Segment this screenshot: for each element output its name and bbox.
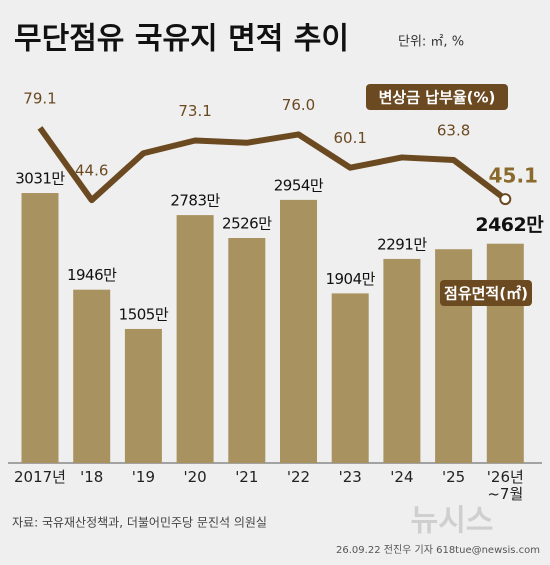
bar-value-label: 1505만 [119,305,169,323]
bar [280,199,317,463]
bar [486,243,524,463]
bar [73,289,111,463]
legend-label: 변상금 납부율(%) [379,89,496,107]
source: 자료: 국유재산정책과, 더불어민주당 문진석 의원실 [12,515,267,530]
bar-value-label: 2526만 [222,215,272,233]
bar-value-label: 2291만 [377,235,427,253]
x-tick-label: '22 [286,468,311,486]
bar [331,293,369,463]
legend-bar [440,280,532,306]
line-value-label: 63.8 [437,121,470,139]
x-tick-label: '25 [441,468,466,486]
line-value-label: 45.1 [489,164,538,188]
bar [383,258,421,463]
legend-label: 점유면적(㎡) [444,285,528,303]
bar-value-label: 2954만 [274,176,324,194]
legend-box [440,280,532,306]
bar [21,193,59,463]
x-tick-label: '18 [80,468,104,486]
bar-value-label: 1946만 [67,266,117,284]
bar [124,328,162,463]
unit-note: 단위: ㎡, % [398,35,464,50]
x-tick-label: '24 [390,468,414,486]
watermark: 뉴시스 [411,504,494,539]
x-tick-label: '26년 ~7월 [486,468,524,503]
bar [176,215,214,463]
bar-value-label: 1904만 [325,270,375,288]
line-value-label: 76.0 [282,96,315,114]
chart-title: 무단점유 국유지 면적 추이 [14,22,349,57]
x-tick-label: 2017년 [14,468,66,486]
line-end-marker [499,193,512,206]
x-tick-label: '21 [235,468,259,486]
line [37,126,508,204]
credit: 26.09.22 전진우 기자 618tue@newsis.com [336,544,540,556]
legend-box [366,84,508,110]
line-value-label: 79.1 [23,89,56,107]
bar-value-label: 3031만 [15,170,65,188]
line-value-label: 73.1 [178,102,211,120]
x-tick-label: '20 [183,468,207,486]
line-value-label: 44.6 [75,162,108,180]
line-value-label: 60.1 [333,129,366,147]
x-tick-label: '23 [338,468,362,486]
bar-value-label: 2783만 [170,192,220,210]
bar-value-label: 2462만 [475,214,544,236]
bar [228,238,266,463]
x-tick-label: '19 [131,468,155,486]
